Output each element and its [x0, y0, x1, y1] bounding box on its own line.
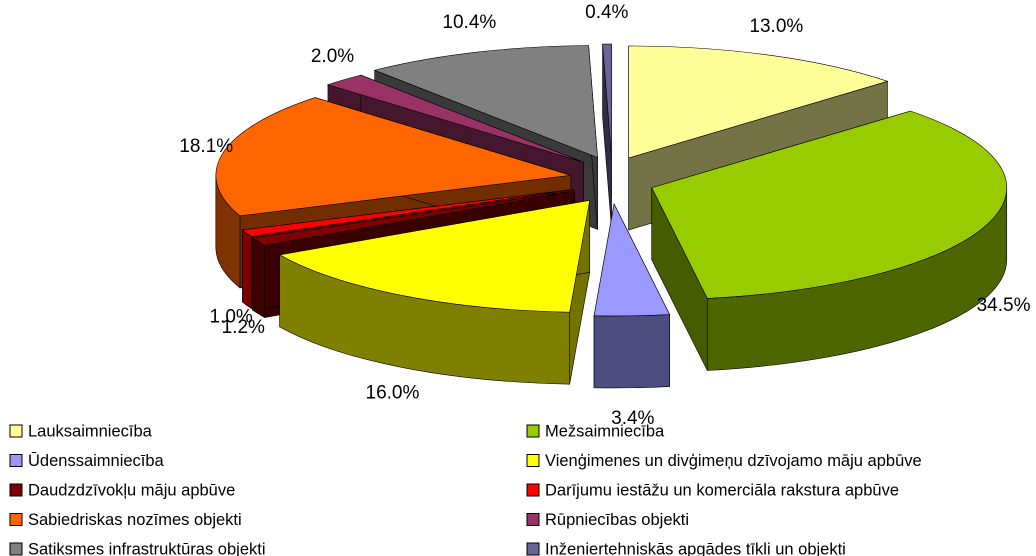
data-labels: 13.0% 34.5% 3.4% 16.0% 1.2%1.0% 18.1% 2.0% 10.4…: [179, 2, 1030, 429]
data-label: 2.0%: [311, 46, 354, 67]
legend-swatch: [9, 483, 23, 497]
slice-top: [593, 203, 671, 317]
slice-top: [373, 45, 598, 158]
data-label: 3.4%: [611, 408, 654, 429]
slice-top: [326, 74, 584, 163]
legend-swatch: [526, 542, 540, 556]
slice-side: [593, 314, 670, 389]
slice-side: [252, 237, 265, 318]
slice-top: [215, 97, 571, 217]
data-label: 1.0%: [210, 306, 253, 327]
data-label: 1.2%: [222, 317, 265, 338]
slice: [651, 110, 1008, 371]
data-label: 16.0%: [366, 383, 420, 404]
legend-label: Rūpniecības objekti: [545, 511, 689, 529]
slice-top: [602, 43, 612, 157]
legend-label: Sabiedriskas nozīmes objekti: [28, 511, 242, 529]
legend-label: Inženiertehniskās apgādes tīkli un objek…: [545, 540, 846, 556]
legend: Lauksaimniecība Mežsaimniecība Ūdenssaimni…: [9, 422, 922, 556]
legend-swatch: [9, 542, 23, 556]
legend-swatch: [526, 424, 540, 438]
slice-top: [241, 189, 574, 237]
pie: [215, 43, 1008, 389]
legend-label: Daudzdzīvokļu māju apbūve: [28, 481, 235, 499]
data-label: 0.4%: [585, 2, 628, 23]
legend-swatch: [9, 513, 23, 526]
slice: [593, 203, 671, 389]
legend-swatch: [526, 483, 540, 497]
slice-side: [242, 229, 252, 310]
data-label: 13.0%: [749, 16, 803, 37]
slice-top: [278, 199, 591, 313]
data-label: 18.1%: [179, 136, 233, 157]
slice-top: [628, 45, 889, 159]
data-label: 10.4%: [442, 12, 496, 33]
slice: [602, 43, 612, 229]
legend-swatch: [526, 454, 540, 467]
legend-label: Mežsaimniecība: [545, 422, 665, 440]
legend-swatch: [9, 454, 23, 467]
legend-label: Lauksaimniecība: [28, 422, 153, 440]
legend-label: Ūdenssaimniecība: [28, 452, 165, 470]
slice-top: [251, 190, 575, 246]
legend-label: Darījumu iestāžu un komerciāla rakstura …: [545, 481, 899, 499]
data-label: 34.5%: [977, 295, 1031, 316]
legend-swatch: [526, 513, 540, 526]
slice-top: [651, 110, 1007, 299]
legend-label: Vienģimenes un divģimeņu dzīvojamo māju …: [545, 452, 922, 470]
legend-swatch: [9, 424, 23, 438]
slice: [278, 199, 591, 385]
legend-label: Satiksmes infrastruktūras objekti: [28, 540, 266, 556]
